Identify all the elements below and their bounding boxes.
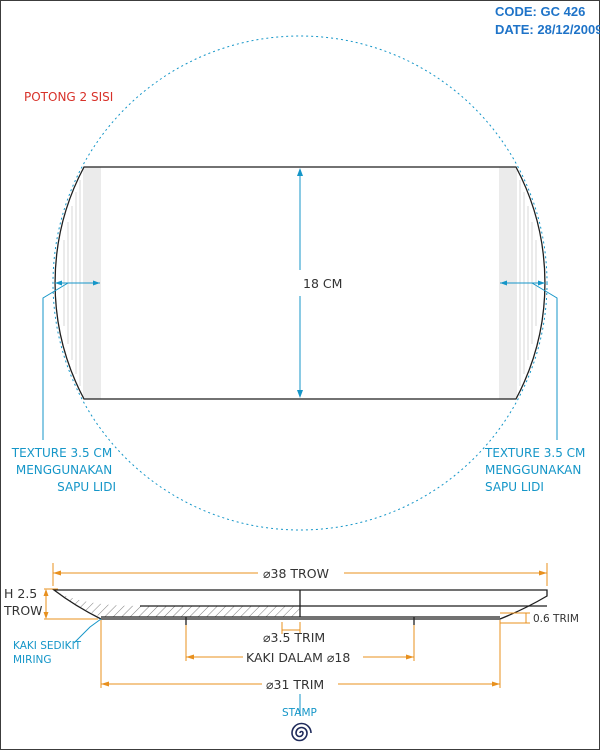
foot-inner-dimension (185, 625, 415, 665)
foot-step-dimension (281, 622, 301, 634)
foot-outer-dimension (100, 620, 501, 692)
texture-dimension-left (42, 280, 100, 440)
foot-outer-label: ⌀31 TRIM (266, 677, 324, 692)
cut-note: POTONG 2 SISI (24, 90, 113, 104)
foot-note-leader (73, 618, 102, 644)
diameter-top-label: ⌀38 TROW (263, 566, 329, 581)
height-label: 18 CM (303, 276, 342, 291)
foot-thickness-dimension (500, 612, 530, 624)
foot-thickness-label: 0.6 TRIM (533, 613, 579, 625)
plate-outline-dashed (52, 35, 548, 531)
section-outline (52, 589, 548, 620)
date-label: DATE: 28/12/2009 (495, 22, 600, 37)
foot-inner-label: KAKI DALAM ⌀18 (246, 650, 350, 665)
stamp-label: STAMP (282, 707, 317, 719)
texture-dimension-right (500, 280, 558, 440)
foot-step-label: ⌀3.5 TRIM (263, 630, 325, 645)
spiral-icon (291, 722, 312, 742)
height-dimension (292, 168, 346, 398)
texture-note-right: TEXTURE 3.5 CM MENGGUNAKAN SAPU LIDI (484, 446, 589, 494)
foot-note: KAKI SEDIKIT MIRING (13, 640, 84, 666)
plate-height-label: H 2.5 TROW (3, 586, 43, 618)
section-hatch (54, 590, 300, 617)
plate-height-dimension (43, 588, 98, 620)
diameter-top-dimension (52, 563, 548, 586)
stamp-symbol (291, 694, 312, 742)
texture-note-left: TEXTURE 3.5 CM MENGGUNAKAN SAPU LIDI (11, 446, 116, 494)
code-label: CODE: GC 426 (495, 4, 585, 19)
cut-plate-outline (54, 166, 546, 400)
